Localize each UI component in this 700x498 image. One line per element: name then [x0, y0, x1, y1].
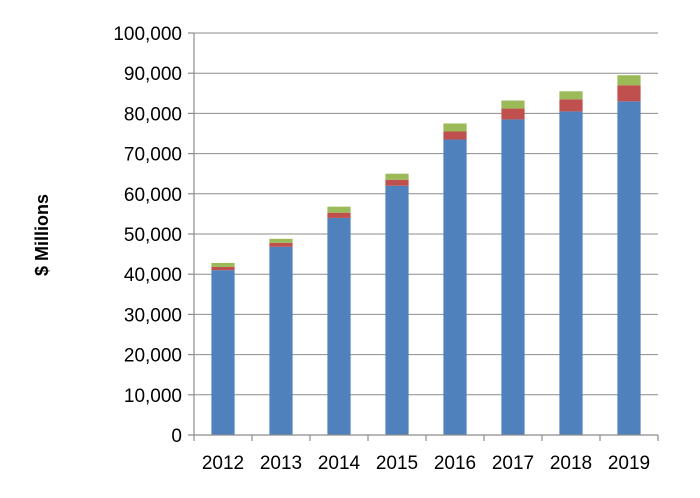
bar-segment-2016-s2	[443, 131, 467, 140]
y-tick-label: 40,000	[124, 265, 182, 286]
bar-segment-2015-s2	[385, 179, 409, 186]
y-tick-label: 10,000	[124, 386, 182, 407]
y-tick-label: 100,000	[113, 24, 182, 45]
bar-segment-2012-s3	[211, 262, 235, 267]
y-tick-label: 30,000	[124, 305, 182, 326]
x-tick-label: 2012	[202, 453, 244, 474]
x-tick-label: 2014	[318, 453, 361, 474]
bar-segment-2019-s3	[617, 75, 641, 86]
bar-segment-2012-s2	[211, 266, 235, 271]
bar-segment-2017-s1	[501, 119, 525, 436]
y-tick-label: 70,000	[124, 145, 182, 166]
bar-segment-2013-s3	[269, 238, 293, 243]
x-tick-label: 2016	[434, 453, 476, 474]
bar-segment-2018-s1	[559, 111, 583, 435]
bar-segment-2014-s3	[327, 206, 351, 213]
y-tick-label: 60,000	[124, 185, 182, 206]
x-tick-label: 2018	[550, 453, 592, 474]
bar-segment-2013-s1	[269, 246, 293, 435]
bar-segment-2014-s1	[327, 217, 351, 435]
x-tick-label: 2019	[608, 453, 650, 474]
bar-segment-2018-s2	[559, 99, 583, 112]
y-tick-labels: 0 10,000 20,000 30,000 40,000 50,000 60,000 70,…	[113, 24, 182, 447]
y-tick-label: 90,000	[124, 64, 182, 85]
bar-segment-2013-s2	[269, 242, 293, 247]
x-tick-label: 2013	[260, 453, 302, 474]
y-tick-label: 20,000	[124, 346, 182, 367]
bar-segment-2012-s1	[211, 270, 235, 435]
gridlines	[194, 32, 658, 396]
y-tick-label: 80,000	[124, 104, 182, 125]
bar-segment-2017-s3	[501, 100, 525, 109]
bar-segment-2017-s2	[501, 108, 525, 120]
bar-segment-2016-s3	[443, 123, 467, 132]
bar-segment-2019-s1	[617, 101, 641, 435]
bar-segment-2019-s2	[617, 85, 641, 102]
axes	[188, 32, 659, 441]
bar-segment-2015-s3	[385, 173, 409, 180]
y-tick-label: 0	[171, 426, 182, 447]
bar-segment-2018-s3	[559, 91, 583, 100]
x-tick-label: 2017	[492, 453, 534, 474]
x-tick-label: 2015	[376, 453, 418, 474]
y-tick-label: 50,000	[124, 225, 182, 246]
bar-segment-2014-s2	[327, 212, 351, 218]
y-axis-title: $ Millions	[32, 194, 52, 276]
x-tick-labels: 2012 2013 2014 2015 2016 2017 2018 2019	[202, 453, 650, 474]
bar-segment-2015-s1	[385, 185, 409, 435]
bars	[211, 75, 641, 436]
bar-segment-2016-s1	[443, 139, 467, 435]
